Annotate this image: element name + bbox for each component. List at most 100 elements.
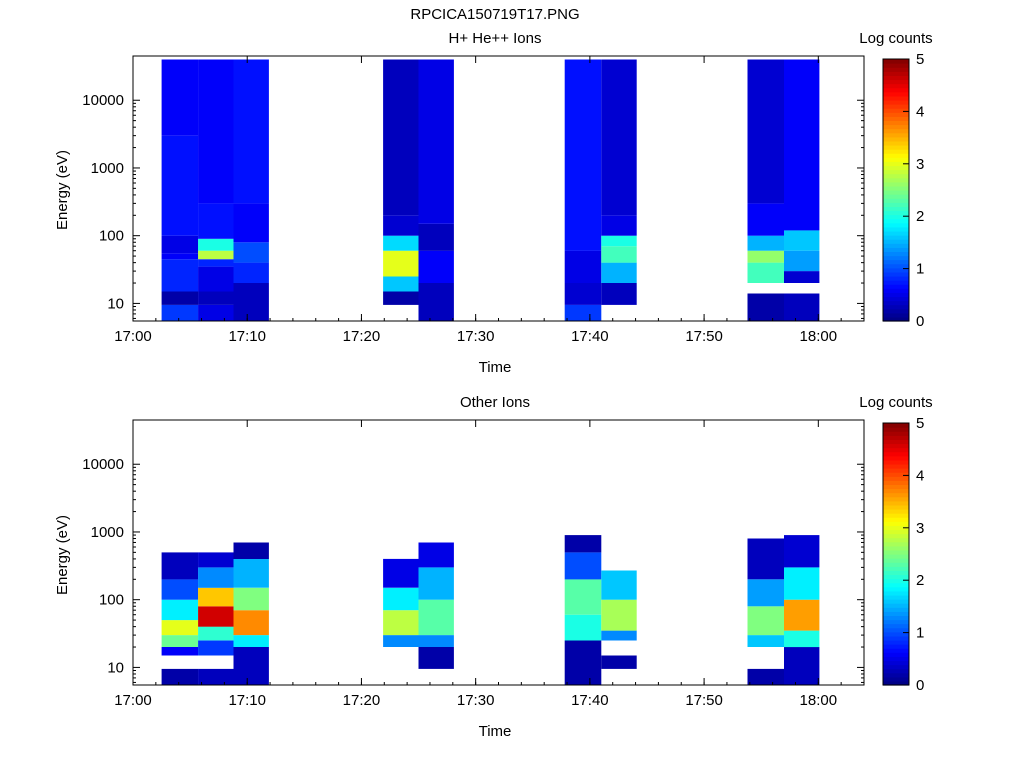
colorbar-swatch (883, 116, 909, 121)
colorbar-swatch (883, 161, 909, 167)
colorbar-swatch (883, 541, 909, 547)
colorbar-swatch (883, 239, 909, 244)
heatmap-cell (383, 587, 419, 611)
heatmap-cell (161, 235, 199, 254)
colorbar-swatch (883, 181, 909, 187)
colorbar-swatch (883, 316, 909, 322)
heatmap-cell (233, 59, 269, 204)
heatmap-cell (418, 223, 454, 251)
colorbar-swatch (883, 263, 909, 269)
x-tick-label: 17:10 (228, 692, 266, 709)
heatmap-cell (601, 59, 637, 216)
colorbar-swatch (883, 447, 909, 453)
heatmap-cell (784, 647, 820, 685)
heatmap-cell (383, 215, 419, 236)
colorbar-swatch (883, 280, 909, 285)
colorbar-swatch (883, 206, 909, 212)
colorbar-swatch (883, 136, 909, 142)
heatmap-cell (784, 630, 820, 648)
colorbar-swatch (883, 627, 909, 633)
colorbar-swatch (883, 91, 909, 97)
panel-2-axis-ticks: 17:00 17:10 17:20 17:30 17:40 17:50 18:00 10 100… (82, 420, 865, 709)
heatmap-cell (784, 599, 820, 631)
heatmap-cell (383, 635, 419, 647)
heatmap-cell (233, 647, 269, 685)
y-tick-label: 1000 (91, 524, 124, 541)
colorbar-swatch (883, 570, 909, 576)
colorbar-swatch (883, 607, 909, 612)
heatmap-cell (784, 250, 820, 272)
colorbar-swatch (883, 230, 909, 236)
colorbar-tick-label: 0 (916, 677, 924, 694)
heatmap-cell (747, 250, 785, 263)
colorbar-swatch (883, 484, 909, 490)
heatmap-cell (198, 291, 234, 305)
colorbar-swatch (883, 222, 909, 228)
colorbar-swatch (883, 140, 909, 146)
heatmap-cell (161, 668, 199, 685)
colorbar-1: Log counts 0 1 2 3 4 5 (859, 30, 932, 330)
colorbar-swatch (883, 108, 909, 113)
colorbar-swatch (883, 672, 909, 678)
heatmap-cell (198, 552, 234, 568)
heatmap-cell (747, 579, 785, 607)
colorbar-swatch (883, 275, 909, 281)
colorbar-swatch (883, 177, 909, 183)
heatmap-cell (198, 668, 234, 685)
heatmap-cell (601, 655, 637, 669)
heatmap-cell (784, 535, 820, 568)
heatmap-cell (198, 238, 234, 251)
heatmap-cell (233, 587, 269, 611)
colorbar-swatch (883, 226, 909, 232)
colorbar-swatch (883, 292, 909, 298)
colorbar-swatch (883, 508, 909, 514)
colorbar-swatch (883, 423, 909, 428)
heatmap-cell (161, 647, 199, 656)
heatmap-cell (747, 293, 785, 321)
heatmap-cell (198, 266, 234, 292)
heatmap-cell (784, 567, 820, 600)
colorbar-swatch (883, 619, 909, 625)
colorbar-swatch (883, 190, 909, 195)
colorbar-1-gradient: 0 1 2 3 4 5 (882, 51, 924, 330)
colorbar-swatch (883, 198, 909, 203)
heatmap-cell (564, 283, 602, 305)
heatmap-cell (418, 599, 454, 636)
colorbar-swatch (883, 476, 909, 481)
heatmap-cell (601, 570, 637, 600)
heatmap-cell (383, 250, 419, 277)
heatmap-cell (564, 535, 602, 553)
heatmap-cell (161, 259, 199, 292)
heatmap-cell (601, 235, 637, 247)
colorbar-swatch (883, 132, 909, 138)
y-tick-label: 10000 (82, 456, 124, 473)
heatmap-cell (747, 203, 785, 236)
colorbar-swatch (883, 574, 909, 580)
x-tick-label: 17:30 (457, 692, 495, 709)
panel-1-axis-ticks: 17:00 17:10 17:20 17:30 17:40 17:50 18:00 10 100… (82, 56, 865, 345)
heatmap-cell (747, 668, 785, 685)
heatmap-cell (383, 276, 419, 292)
colorbar-swatch (883, 480, 909, 485)
heatmap-cell (418, 283, 454, 321)
colorbar-swatch (883, 194, 909, 199)
colorbar-swatch (883, 562, 909, 567)
colorbar-swatch (883, 594, 909, 600)
colorbar-swatch (883, 545, 909, 551)
heatmap-cell (747, 262, 785, 283)
heatmap-cell (161, 291, 199, 305)
colorbar-swatch (883, 427, 909, 432)
colorbar-swatch (883, 615, 909, 621)
y-tick-label: 10 (107, 295, 124, 312)
heatmap-cell (747, 235, 785, 251)
colorbar-swatch (883, 296, 909, 302)
colorbar-swatch (883, 75, 909, 81)
colorbar-tick-label: 2 (916, 572, 924, 589)
colorbar-swatch (883, 104, 909, 109)
x-tick-label: 17:50 (685, 328, 723, 345)
colorbar-swatch (883, 210, 909, 216)
y-tick-label: 100 (99, 592, 124, 609)
heatmap-cell (161, 635, 199, 647)
colorbar-swatch (883, 235, 909, 240)
colorbar-swatch (883, 169, 909, 175)
